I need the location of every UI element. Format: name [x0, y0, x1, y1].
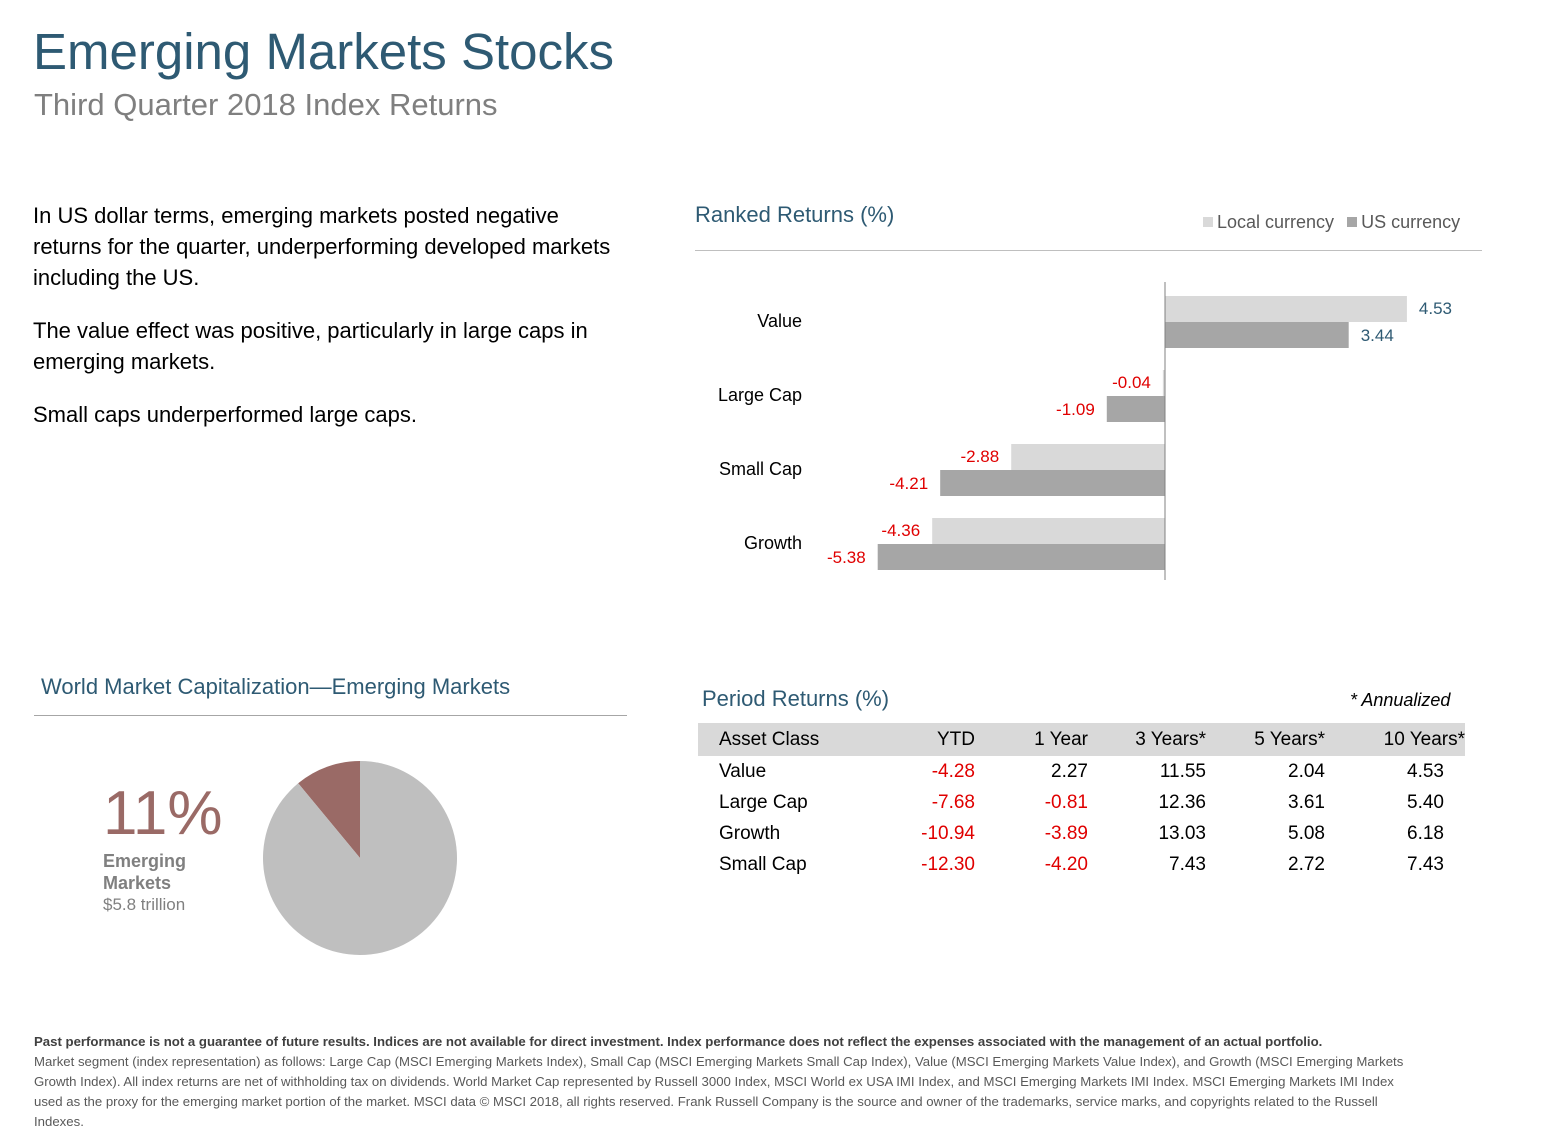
page-title: Emerging Markets Stocks	[33, 23, 615, 80]
category-label: Growth	[744, 533, 802, 553]
table-cell: 2.27	[1051, 760, 1088, 782]
annualized-note: * Annualized	[1350, 690, 1451, 710]
table-cell: -12.30	[921, 853, 975, 875]
legend-item-us: US currency	[1347, 212, 1460, 232]
ranked-returns-title: Ranked Returns (%)	[695, 202, 895, 227]
market-cap-pie	[263, 761, 457, 955]
data-label: -5.38	[827, 548, 866, 567]
commentary: In US dollar terms, emerging markets pos…	[33, 200, 633, 452]
table-cell: 2.04	[1288, 760, 1325, 782]
table-row: Large Cap -7.68 -0.81 12.36 3.61 5.40	[698, 787, 1465, 818]
category-label: Large Cap	[718, 385, 802, 405]
legend-label-local: Local currency	[1217, 212, 1335, 232]
footnote: Past performance is not a guarantee of f…	[34, 1032, 1404, 1132]
pie-slice-emerging	[298, 761, 360, 858]
row-label: Large Cap	[719, 791, 808, 813]
emerging-label: Emerging Markets	[103, 851, 187, 893]
data-label: -2.88	[960, 447, 999, 466]
data-label: -1.09	[1056, 400, 1095, 419]
table-cell: -0.81	[1044, 791, 1088, 813]
footnote-disclaimer: Past performance is not a guarantee of f…	[34, 1034, 1323, 1049]
data-label: 3.44	[1361, 326, 1394, 345]
table-cell: 12.36	[1158, 791, 1206, 813]
legend-swatch-local	[1203, 217, 1213, 227]
commentary-paragraph: Small caps underperformed large caps.	[33, 402, 417, 427]
table-cell: -10.94	[921, 822, 975, 844]
emerging-percent: 11%	[103, 779, 223, 848]
legend-swatch-us	[1347, 217, 1358, 227]
footnote-text: Market segment (index representation) as…	[34, 1054, 1404, 1129]
market-cap-title: World Market Capitalization—Emerging Mar…	[41, 674, 511, 699]
legend-label-us: US currency	[1361, 212, 1461, 232]
bar	[940, 470, 1165, 496]
chart-legend: Local currency US currency	[1195, 212, 1460, 233]
bar	[877, 544, 1165, 570]
bar	[932, 518, 1165, 544]
table-row: Value -4.28 2.27 11.55 2.04 4.53	[698, 756, 1465, 787]
category-label: Small Cap	[719, 459, 802, 479]
column-header: YTD	[878, 723, 975, 756]
bar	[1165, 296, 1407, 322]
row-label: Growth	[719, 822, 781, 844]
table-row: Small Cap -12.30 -4.20 7.43 2.72 7.43	[698, 849, 1465, 880]
table-cell: 3.61	[1288, 791, 1325, 813]
category-label: Value	[757, 311, 802, 331]
bar	[1106, 396, 1165, 422]
data-label: -4.36	[881, 521, 920, 540]
table-cell: 4.53	[1407, 760, 1444, 782]
commentary-paragraph: The value effect was positive, particula…	[33, 318, 588, 374]
table-cell: -3.89	[1044, 822, 1088, 844]
period-returns-table: Asset Class YTD 1 Year 3 Years* 5 Years*…	[698, 723, 1465, 880]
data-label: -4.21	[889, 474, 928, 493]
table-cell: -4.28	[931, 760, 975, 782]
table-cell: 7.43	[1407, 853, 1444, 875]
table-cell: 7.43	[1169, 853, 1206, 875]
pie-slice-rest	[263, 761, 457, 955]
column-header: 10 Years*	[1325, 723, 1465, 756]
table-cell: -4.20	[1044, 853, 1088, 875]
table-cell: 2.72	[1288, 853, 1325, 875]
bar	[1165, 322, 1349, 348]
table-cell: -7.68	[931, 791, 975, 813]
ranked-divider	[695, 250, 1482, 251]
period-returns-title: Period Returns (%)	[702, 686, 890, 711]
table-header-row: Asset Class YTD 1 Year 3 Years* 5 Years*…	[698, 723, 1465, 756]
column-header: 5 Years*	[1206, 723, 1325, 756]
column-header: Asset Class	[698, 723, 878, 756]
table-cell: 5.08	[1288, 822, 1325, 844]
bar	[1011, 444, 1165, 470]
row-label: Value	[719, 760, 767, 782]
table-cell: 13.03	[1158, 822, 1206, 844]
table-cell: 6.18	[1407, 822, 1444, 844]
row-label: Small Cap	[719, 853, 807, 875]
bar	[1162, 370, 1165, 396]
table-row: Growth -10.94 -3.89 13.03 5.08 6.18	[698, 818, 1465, 849]
ranked-returns-chart: Value 4.53 3.44 Large Cap -0.04 -1.09 Small Ca…	[718, 282, 1452, 580]
table-cell: 11.55	[1159, 760, 1206, 782]
market-cap-divider	[34, 715, 627, 716]
page-subtitle: Third Quarter 2018 Index Returns	[34, 87, 498, 122]
commentary-paragraph: In US dollar terms, emerging markets pos…	[33, 203, 611, 290]
emerging-value: $5.8 trillion	[103, 895, 186, 914]
column-header: 3 Years*	[1088, 723, 1206, 756]
table-cell: 5.40	[1407, 791, 1444, 813]
column-header: 1 Year	[975, 723, 1088, 756]
legend-item-local: Local currency	[1203, 212, 1334, 232]
data-label: -0.04	[1112, 373, 1151, 392]
data-label: 4.53	[1419, 299, 1452, 318]
